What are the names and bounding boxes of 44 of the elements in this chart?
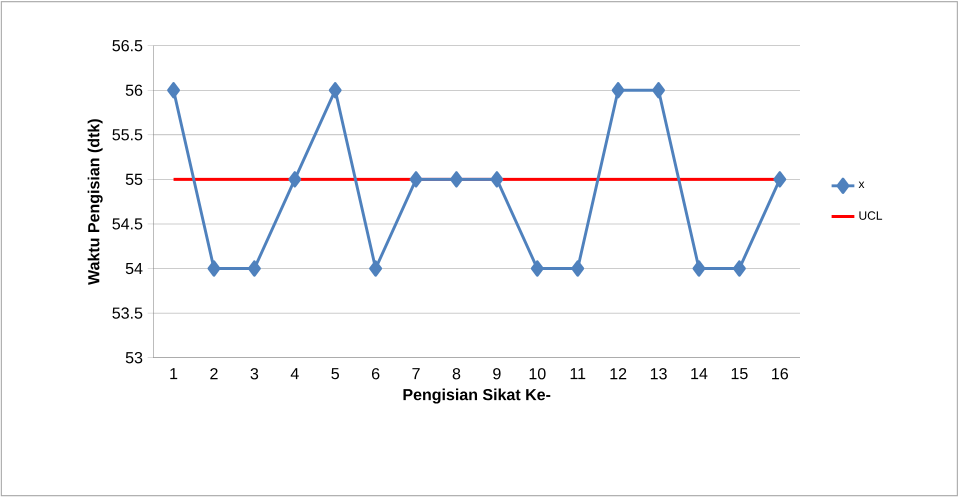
- point: [288, 171, 302, 188]
- y-tick-label: 56.5: [112, 40, 142, 52]
- point: [167, 82, 180, 98]
- x-tick-label: 14: [691, 368, 708, 380]
- point: [207, 260, 220, 277]
- point: [571, 260, 584, 277]
- point: [490, 171, 504, 188]
- point: [410, 171, 423, 188]
- y-tick-label: 54.5: [112, 218, 142, 230]
- x-tick-label: 6: [372, 368, 380, 380]
- x-tick-label: 5: [331, 368, 339, 380]
- x-tick-label: 4: [290, 368, 299, 380]
- x-tick-label: 1: [170, 368, 178, 380]
- x-tick-label: 7: [412, 368, 420, 380]
- legend-label: x: [858, 182, 864, 188]
- y-tick-label: 53: [126, 352, 142, 364]
- y-tick-label: 56: [126, 84, 142, 96]
- point: [248, 260, 261, 277]
- x-tick-label: 16: [772, 368, 788, 380]
- x-tick-label: 2: [210, 368, 218, 380]
- x-axis-title: Pengisian Sikat Ke-: [403, 388, 550, 404]
- point: [773, 171, 786, 188]
- x-tick-label: 8: [452, 368, 460, 380]
- legend-label: UCL: [859, 211, 882, 220]
- y-tick-label: 55: [126, 174, 142, 185]
- x-tick-label: 15: [732, 368, 748, 380]
- x-tick-label: 10: [530, 368, 546, 380]
- y-axis-title: Waktu Pengisian (dtk): [88, 119, 103, 285]
- x-tick-label: 11: [570, 368, 586, 380]
- point: [450, 171, 463, 188]
- point: [612, 82, 625, 98]
- point: [328, 82, 342, 98]
- point: [530, 260, 544, 277]
- x-tick-label: 9: [493, 368, 501, 380]
- point: [652, 82, 666, 98]
- y-tick-label: 54: [126, 262, 142, 274]
- point: [692, 260, 706, 277]
- x-tick-label: 3: [250, 368, 258, 380]
- point: [369, 260, 382, 277]
- point: [732, 260, 746, 277]
- y-tick-label: 55.5: [112, 129, 142, 140]
- x-tick-label: 13: [650, 368, 667, 380]
- x-tick-label: 12: [610, 368, 626, 380]
- y-tick-label: 53.5: [112, 307, 142, 319]
